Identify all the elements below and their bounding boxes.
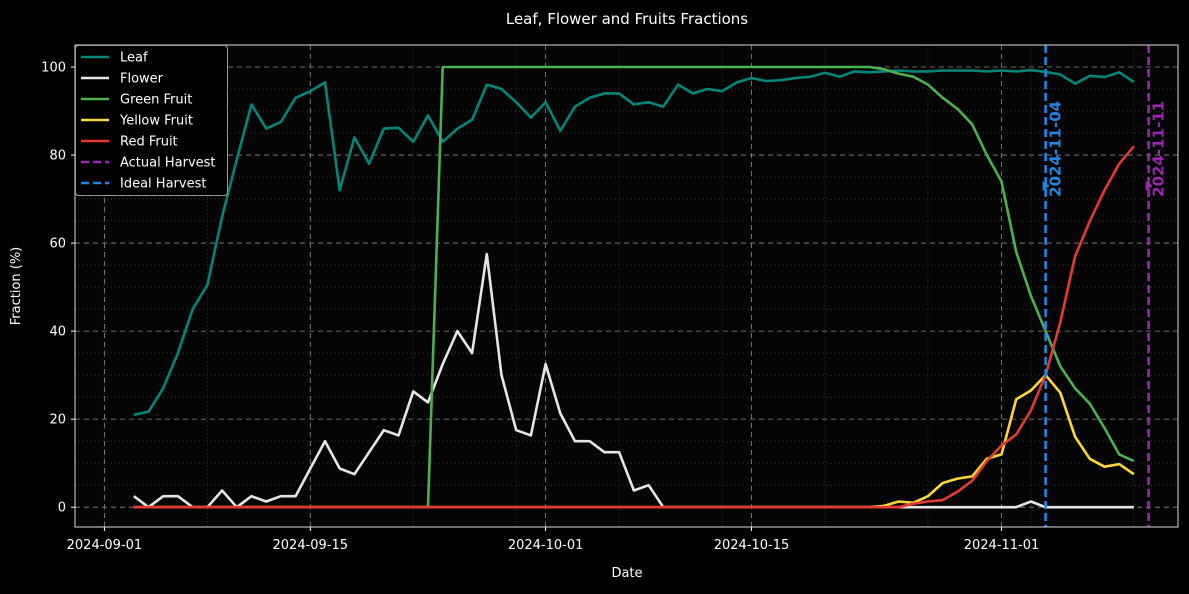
x-tick-label: 2024-10-01 — [508, 538, 584, 553]
y-tick-label: 100 — [41, 61, 66, 76]
plot-frame — [74, 44, 1179, 528]
legend-label: Leaf — [120, 51, 148, 66]
series-line-flower — [133, 252, 1134, 509]
plot-area — [75, 45, 1178, 527]
x-tick-label: 2024-11-01 — [964, 538, 1040, 553]
y-tick-label: 80 — [49, 149, 66, 164]
series-line-leaf — [133, 68, 1135, 417]
legend-label: Red Fruit — [120, 135, 178, 150]
y-axis-label: Fraction (%) — [9, 247, 24, 326]
vline-marker-icon — [1145, 180, 1153, 191]
y-tick-label: 60 — [49, 237, 66, 252]
x-axis-label: Date — [611, 566, 642, 581]
y-tick-label: 0 — [58, 501, 66, 516]
legend-label: Yellow Fruit — [119, 114, 193, 129]
legend-label: Flower — [120, 72, 164, 87]
legend-label: Ideal Harvest — [120, 177, 206, 192]
legend-label: Actual Harvest — [120, 156, 216, 171]
chart-title: Leaf, Flower and Fruits Fractions — [506, 10, 748, 28]
y-tick-label: 20 — [49, 413, 66, 428]
legend: Leaf Flower Green Fruit Yellow Fruit Red Fru… — [75, 45, 228, 196]
vline-label: 2024-11-11 — [1150, 101, 1168, 197]
legend-label: Green Fruit — [120, 93, 192, 108]
x-tick-label: 2024-10-15 — [714, 538, 790, 553]
series-line-red-fruit — [133, 145, 1135, 509]
x-tick-label: 2024-09-01 — [67, 538, 143, 553]
vline-label: 2024-11-04 — [1047, 101, 1065, 197]
x-tick-label: 2024-09-15 — [273, 538, 349, 553]
legend-box — [75, 45, 228, 196]
vline-marker-icon — [1042, 180, 1050, 191]
y-tick-label: 40 — [49, 325, 66, 340]
